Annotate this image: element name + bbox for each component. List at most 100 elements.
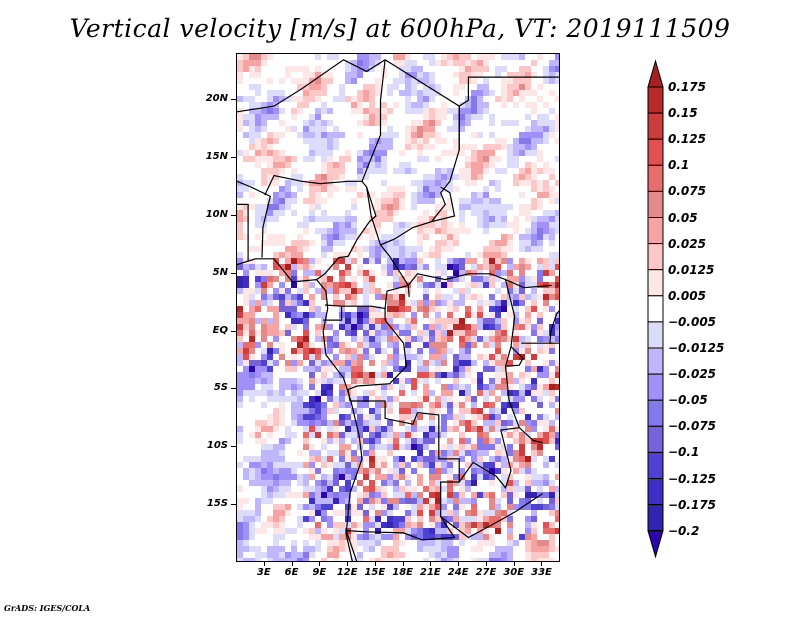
field-cell [321,414,327,420]
field-cell [447,360,453,366]
field-cell [363,432,369,438]
field-cell [513,180,519,186]
field-cell [423,108,429,114]
field-cell [321,396,327,402]
field-cell [543,390,549,396]
x-tick [347,562,349,566]
field-cell [249,432,255,438]
field-cell [447,432,453,438]
field-cell [513,126,519,132]
field-cell [549,468,555,474]
field-cell [507,168,513,174]
field-cell [291,486,297,492]
field-cell [435,450,441,456]
field-cell [273,180,279,186]
field-cell [321,354,327,360]
field-cell [369,246,375,252]
field-cell [387,330,393,336]
field-cell [453,474,459,480]
field-cell [333,414,339,420]
field-cell [525,54,531,60]
field-cell [423,546,429,552]
field-cell [387,216,393,222]
field-cell [249,348,255,354]
field-cell [381,96,387,102]
field-cell [381,258,387,264]
field-cell [369,468,375,474]
field-cell [261,474,267,480]
field-cell [423,240,429,246]
field-cell [465,72,471,78]
field-cell [261,144,267,150]
field-cell [465,216,471,222]
field-cell [333,558,339,561]
colorbar-tick-label: 0.1 [668,158,690,173]
field-cell [357,192,363,198]
field-cell [381,114,387,120]
field-cell [315,228,321,234]
field-cell [417,54,423,60]
field-cell [369,432,375,438]
field-cell [255,408,261,414]
field-cell [447,264,453,270]
field-cell [303,156,309,162]
field-cell [309,342,315,348]
field-cell [393,108,399,114]
field-cell [273,288,279,294]
field-cell [537,84,543,90]
field-cell [417,204,423,210]
field-cell [303,396,309,402]
field-cell [543,84,549,90]
field-cell [507,60,513,66]
field-cell [273,384,279,390]
field-cell [489,534,495,540]
field-cell [249,444,255,450]
field-cell [285,144,291,150]
field-cell [279,384,285,390]
field-cell [375,420,381,426]
field-cell [351,372,357,378]
field-cell [483,252,489,258]
field-cell [543,210,549,216]
field-cell [363,426,369,432]
field-cell [417,192,423,198]
field-cell [345,180,351,186]
field-cell [495,486,501,492]
field-cell [435,336,441,342]
field-cell [555,84,559,90]
field-cell [525,324,531,330]
field-cell [531,102,537,108]
field-cell [339,330,345,336]
field-cell [429,414,435,420]
field-cell [549,66,555,72]
field-cell [423,114,429,120]
field-cell [363,162,369,168]
field-cell [549,252,555,258]
field-cell [501,396,507,402]
field-cell [291,282,297,288]
field-cell [273,318,279,324]
field-cell [465,318,471,324]
field-cell [297,444,303,450]
field-cell [495,504,501,510]
field-cell [447,438,453,444]
field-cell [339,552,345,558]
field-cell [459,84,465,90]
field-cell [543,72,549,78]
field-cell [483,360,489,366]
field-cell [549,516,555,522]
field-cell [477,468,483,474]
field-cell [483,168,489,174]
colorbar-tick-label: −0.2 [668,523,700,538]
field-cell [369,504,375,510]
field-cell [507,444,513,450]
field-cell [453,336,459,342]
field-cell [543,498,549,504]
field-cell [297,552,303,558]
field-cell [501,126,507,132]
field-cell [549,438,555,444]
field-cell [411,102,417,108]
field-cell [471,366,477,372]
field-cell [417,540,423,546]
field-cell [387,240,393,246]
